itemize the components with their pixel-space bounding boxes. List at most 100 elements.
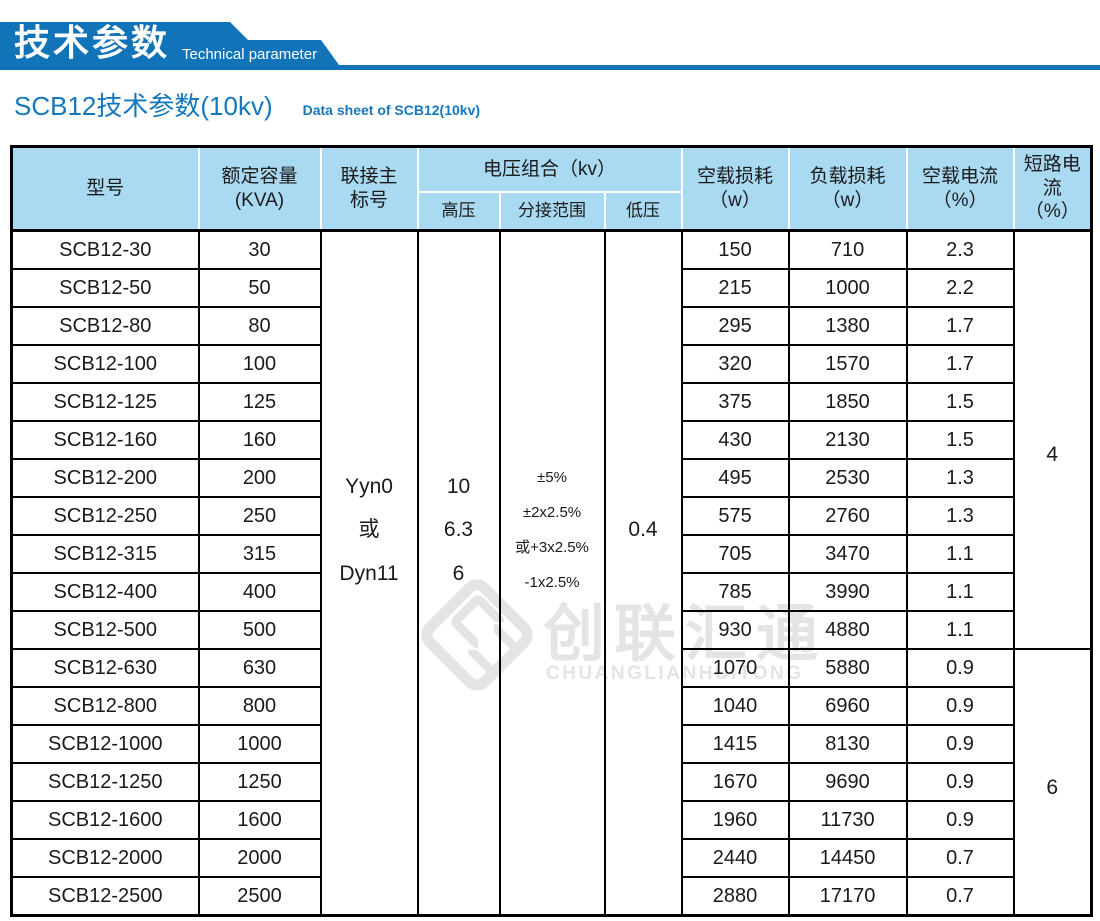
spec-table: 型号 额定容量 (KVA) 联接主 标号 电压组合（kv） 空载损耗 （w） 负…: [10, 145, 1094, 917]
cell-model: SCB12-100: [10, 344, 200, 384]
cell-load-loss: 17170: [787, 876, 908, 917]
cell-no-load-current: 1.1: [905, 534, 1015, 574]
table-row: SCB12-500 500 930 4880 1.1: [10, 610, 1092, 650]
cell-no-load-loss: 430: [680, 420, 790, 460]
cell-capacity: 50: [197, 268, 322, 308]
cell-tap-range: ±5% ±2x2.5% 或+3x2.5% -1x2.5%: [498, 229, 606, 917]
cell-no-load-current: 1.7: [905, 344, 1015, 384]
cell-load-loss: 4880: [787, 610, 908, 650]
cell-capacity: 160: [197, 420, 322, 460]
cell-model: SCB12-125: [10, 382, 200, 422]
cell-no-load-current: 1.3: [905, 458, 1015, 498]
banner-title-cn: 技术参数: [14, 22, 171, 63]
page-title-cn: SCB12技术参数(10kv): [14, 91, 273, 121]
cell-vector-group: Yyn0 或 Dyn11: [319, 229, 419, 917]
cell-capacity: 200: [197, 458, 322, 498]
cell-load-loss: 1850: [787, 382, 908, 422]
table-row: SCB12-50 50 215 1000 2.2: [10, 268, 1092, 308]
cell-load-loss: 2760: [787, 496, 908, 536]
cell-no-load-loss: 1960: [680, 800, 790, 840]
header-tap-range: 分接范围: [498, 191, 606, 232]
cell-model: SCB12-200: [10, 458, 200, 498]
table-row: SCB12-30 30 Yyn0 或 Dyn11 10 6.3 6 ±5% ±2x2.5…: [10, 229, 1093, 917]
cell-load-loss: 2130: [787, 420, 908, 460]
cell-model: SCB12-80: [10, 306, 200, 346]
cell-model: SCB12-630: [10, 648, 200, 688]
cell-load-loss: 5880: [787, 648, 908, 688]
header-no-load-loss: 空载损耗 （w）: [680, 145, 790, 232]
cell-model: SCB12-1250: [10, 762, 200, 802]
table-row: SCB12-800 800 1040 6960 0.9: [10, 686, 1092, 726]
cell-load-loss: 1570: [787, 344, 908, 384]
cell-no-load-current: 1.5: [905, 382, 1015, 422]
header-vector-group: 联接主 标号: [319, 145, 419, 232]
cell-load-loss: 3990: [787, 572, 908, 612]
cell-model: SCB12-315: [10, 534, 200, 574]
header-model: 型号: [10, 145, 200, 232]
cell-no-load-current: 2.3: [905, 229, 1015, 270]
page-title-en: Data sheet of SCB12(10kv): [302, 102, 481, 118]
page-title: SCB12技术参数(10kv) Data sheet of SCB12(10kv…: [14, 86, 480, 123]
cell-capacity: 800: [197, 686, 322, 726]
cell-model: SCB12-500: [10, 610, 200, 650]
cell-load-loss: 6960: [787, 686, 908, 726]
section-banner: 技术参数 Technical parameter: [0, 22, 1100, 70]
cell-no-load-current: 1.3: [905, 496, 1015, 536]
cell-capacity: 500: [197, 610, 322, 650]
cell-no-load-loss: 785: [680, 572, 790, 612]
cell-load-loss: 3470: [787, 534, 908, 574]
cell-no-load-current: 0.9: [905, 686, 1015, 726]
cell-model: SCB12-160: [10, 420, 200, 460]
cell-model: SCB12-2000: [10, 838, 200, 878]
cell-capacity: 1250: [197, 762, 322, 802]
cell-load-loss: 11730: [787, 800, 908, 840]
header-voltage-group: 电压组合（kv）: [416, 145, 683, 193]
cell-no-load-loss: 2880: [680, 876, 790, 917]
cell-no-load-loss: 495: [680, 458, 790, 498]
table-row: SCB12-80 80 295 1380 1.7: [10, 306, 1092, 346]
cell-no-load-loss: 1070: [680, 648, 790, 688]
cell-no-load-loss: 930: [680, 610, 790, 650]
table-row: SCB12-400 400 785 3990 1.1: [10, 572, 1092, 612]
cell-capacity: 400: [197, 572, 322, 612]
cell-load-loss: 710: [787, 229, 908, 270]
table-row: SCB12-160 160 430 2130 1.5: [10, 420, 1092, 460]
cell-no-load-current: 0.7: [905, 838, 1015, 878]
cell-no-load-loss: 1040: [680, 686, 790, 726]
table-row: SCB12-2000 2000 2440 14450 0.7: [10, 838, 1092, 878]
cell-no-load-loss: 320: [680, 344, 790, 384]
cell-no-load-loss: 1415: [680, 724, 790, 764]
cell-load-loss: 2530: [787, 458, 908, 498]
cell-load-loss: 8130: [787, 724, 908, 764]
header-hv: 高压: [416, 191, 501, 232]
cell-load-loss: 14450: [787, 838, 908, 878]
table-row: SCB12-200 200 495 2530 1.3: [10, 458, 1092, 498]
cell-no-load-current: 1.1: [905, 610, 1015, 650]
cell-model: SCB12-1600: [10, 800, 200, 840]
cell-capacity: 2500: [197, 876, 322, 917]
cell-capacity: 1000: [197, 724, 322, 764]
cell-capacity: 125: [197, 382, 322, 422]
cell-no-load-loss: 375: [680, 382, 790, 422]
table-row: SCB12-125 125 375 1850 1.5: [10, 382, 1092, 422]
cell-no-load-loss: 2440: [680, 838, 790, 878]
cell-capacity: 250: [197, 496, 322, 536]
header-load-loss: 负载损耗 （w）: [787, 145, 908, 232]
cell-capacity: 1600: [197, 800, 322, 840]
table-header: 型号 额定容量 (KVA) 联接主 标号 电压组合（kv） 空载损耗 （w） 负…: [10, 145, 1093, 232]
table-row: SCB12-630 630 1070 5880 0.9 6: [10, 648, 1093, 917]
table-body: SCB12-30 30 Yyn0 或 Dyn11 10 6.3 6 ±5% ±2x2.5…: [10, 229, 1093, 917]
table-row: SCB12-1600 1600 1960 11730 0.9: [10, 800, 1092, 840]
table-row: SCB12-100 100 320 1570 1.7: [10, 344, 1092, 384]
table-row: SCB12-250 250 575 2760 1.3: [10, 496, 1092, 536]
cell-load-loss: 1380: [787, 306, 908, 346]
cell-no-load-loss: 1670: [680, 762, 790, 802]
cell-no-load-current: 0.9: [905, 724, 1015, 764]
table-row: SCB12-315 315 705 3470 1.1: [10, 534, 1092, 574]
cell-no-load-current: 0.9: [905, 800, 1015, 840]
cell-load-loss: 9690: [787, 762, 908, 802]
cell-load-loss: 1000: [787, 268, 908, 308]
cell-model: SCB12-800: [10, 686, 200, 726]
cell-model: SCB12-50: [10, 268, 200, 308]
cell-capacity: 80: [197, 306, 322, 346]
